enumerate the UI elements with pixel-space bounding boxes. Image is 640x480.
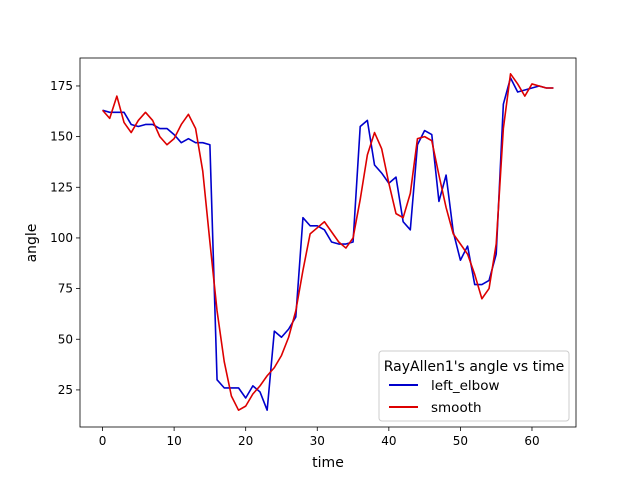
legend: RayAllen1's angle vs time left_elbow smo…: [378, 350, 570, 422]
y-tick-label: 50: [58, 332, 73, 346]
y-tick-label: 100: [50, 231, 73, 245]
legend-title: RayAllen1's angle vs time: [384, 359, 565, 375]
series-line-smooth: [101, 73, 554, 411]
legend-box: [378, 350, 570, 422]
x-tick-label: 10: [166, 434, 181, 448]
legend-label-smooth: smooth: [431, 400, 482, 416]
x-axis-ticks: 0 10 20 30 40 50 60: [99, 427, 540, 448]
x-tick-label: 60: [524, 434, 539, 448]
x-tick-label: 30: [310, 434, 325, 448]
x-tick-label: 50: [453, 434, 468, 448]
y-tick-label: 75: [58, 282, 73, 296]
x-tick-label: 40: [381, 434, 396, 448]
y-tick-label: 125: [50, 180, 73, 194]
plot-frame: [79, 57, 577, 428]
x-tick-label: 0: [99, 434, 107, 448]
y-tick-label: 25: [58, 383, 73, 397]
series-layer: [101, 73, 554, 411]
x-axis-label: time: [312, 455, 344, 471]
legend-label-left-elbow: left_elbow: [431, 378, 500, 394]
y-axis-ticks: 25 50 75 100 125 150 175: [50, 79, 80, 397]
y-tick-label: 175: [50, 79, 73, 93]
y-axis-label: angle: [24, 224, 40, 263]
x-tick-label: 20: [238, 434, 253, 448]
y-tick-label: 150: [50, 130, 73, 144]
